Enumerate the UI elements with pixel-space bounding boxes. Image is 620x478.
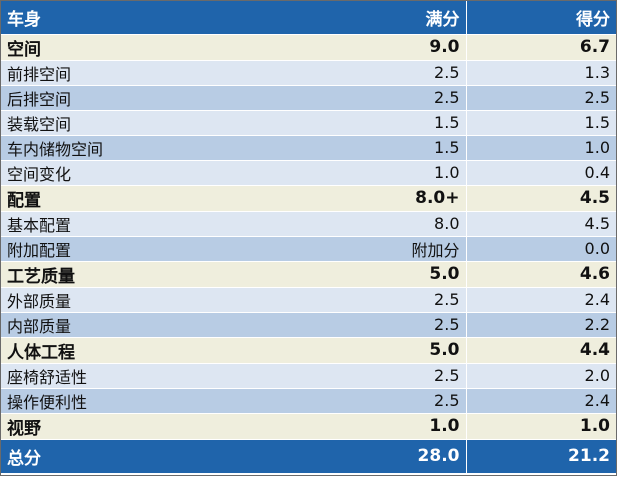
row-full-score-cell: 8.0+ xyxy=(291,185,467,212)
section-row: 配置 8.0+ 4.5 xyxy=(1,185,616,212)
row-full-score-cell: 2.5 xyxy=(291,388,467,414)
table-row: 前排空间 2.5 1.3 xyxy=(1,60,616,86)
total-full-score: 28.0 xyxy=(291,439,467,473)
header-full-score: 满分 xyxy=(291,1,467,35)
row-full-score-cell: 1.0 xyxy=(291,160,467,186)
header-category: 车身 xyxy=(1,1,291,35)
row-name-cell: 车内储物空间 xyxy=(1,135,291,161)
table-header: 车身 满分 得分 xyxy=(1,1,616,35)
row-name-cell: 装载空间 xyxy=(1,110,291,136)
row-score-cell: 1.3 xyxy=(466,60,616,86)
total-label: 总分 xyxy=(7,448,41,469)
row-name-cell: 外部质量 xyxy=(1,287,291,313)
row-score-cell: 0.4 xyxy=(466,160,616,186)
table-footer-total: 总分 28.0 21.2 xyxy=(1,439,616,473)
row-full-score-cell: 2.5 xyxy=(291,287,467,313)
row-score-cell: 2.4 xyxy=(466,287,616,313)
row-score-cell: 4.4 xyxy=(466,337,616,364)
row-name-cell: 后排空间 xyxy=(1,85,291,111)
table-row: 外部质量 2.5 2.4 xyxy=(1,287,616,313)
row-full-score-cell: 5.0 xyxy=(291,261,467,288)
row-name-cell: 内部质量 xyxy=(1,312,291,338)
section-row: 视野 1.0 1.0 xyxy=(1,413,616,440)
row-name-cell: 人体工程 xyxy=(1,337,291,364)
table-row: 装载空间 1.5 1.5 xyxy=(1,110,616,136)
row-full-score-cell: 8.0 xyxy=(291,211,467,237)
section-row: 工艺质量 5.0 4.6 xyxy=(1,261,616,288)
row-score-cell: 4.6 xyxy=(466,261,616,288)
score-table: 车身 满分 得分 空间 9.0 6.7 前排空间 2.5 1.3 后排空间 2.5 2.5 装载空… xyxy=(1,1,616,473)
table-body: 空间 9.0 6.7 前排空间 2.5 1.3 后排空间 2.5 2.5 装载空间 1.5 1.5 车内… xyxy=(1,34,616,440)
row-full-score-cell: 1.5 xyxy=(291,110,467,136)
row-full-score-cell: 2.5 xyxy=(291,60,467,86)
row-score-cell: 4.5 xyxy=(466,211,616,237)
row-score-cell: 4.5 xyxy=(466,185,616,212)
row-score-cell: 1.0 xyxy=(466,413,616,440)
row-name-cell: 配置 xyxy=(1,185,291,212)
row-score-cell: 1.0 xyxy=(466,135,616,161)
table-row: 基本配置 8.0 4.5 xyxy=(1,211,616,237)
row-full-score-cell: 5.0 xyxy=(291,337,467,364)
row-full-score-cell: 9.0 xyxy=(291,34,467,61)
section-row: 空间 9.0 6.7 xyxy=(1,34,616,61)
row-name-cell: 空间变化 xyxy=(1,160,291,186)
row-name-cell: 工艺质量 xyxy=(1,261,291,288)
table-row: 空间变化 1.0 0.4 xyxy=(1,160,616,186)
row-score-cell: 6.7 xyxy=(466,34,616,61)
row-score-cell: 2.2 xyxy=(466,312,616,338)
row-name-cell: 座椅舒适性 xyxy=(1,363,291,389)
row-name-cell: 空间 xyxy=(1,34,291,61)
table-row: 内部质量 2.5 2.2 xyxy=(1,312,616,338)
section-row: 人体工程 5.0 4.4 xyxy=(1,337,616,364)
header-score: 得分 xyxy=(466,1,616,35)
row-full-score-cell: 2.5 xyxy=(291,85,467,111)
row-name-cell: 操作便利性 xyxy=(1,388,291,414)
total-score: 21.2 xyxy=(568,446,610,467)
table-row: 车内储物空间 1.5 1.0 xyxy=(1,135,616,161)
row-full-score-cell: 1.5 xyxy=(291,135,467,161)
table-row: 座椅舒适性 2.5 2.0 xyxy=(1,363,616,389)
row-name-cell: 基本配置 xyxy=(1,211,291,237)
row-full-score-cell: 附加分 xyxy=(291,236,467,262)
table-row: 附加配置 附加分 0.0 xyxy=(1,236,616,262)
row-score-cell: 2.5 xyxy=(466,85,616,111)
row-name-cell: 视野 xyxy=(1,413,291,440)
row-name-cell: 附加配置 xyxy=(1,236,291,262)
row-name-cell: 前排空间 xyxy=(1,60,291,86)
row-score-cell: 0.0 xyxy=(466,236,616,262)
row-full-score-cell: 2.5 xyxy=(291,312,467,338)
row-score-cell: 2.0 xyxy=(466,363,616,389)
table-row: 操作便利性 2.5 2.4 xyxy=(1,388,616,414)
row-full-score-cell: 2.5 xyxy=(291,363,467,389)
row-score-cell: 1.5 xyxy=(466,110,616,136)
row-score-cell: 2.4 xyxy=(466,388,616,414)
table-row: 后排空间 2.5 2.5 xyxy=(1,85,616,111)
row-full-score-cell: 1.0 xyxy=(291,413,467,440)
